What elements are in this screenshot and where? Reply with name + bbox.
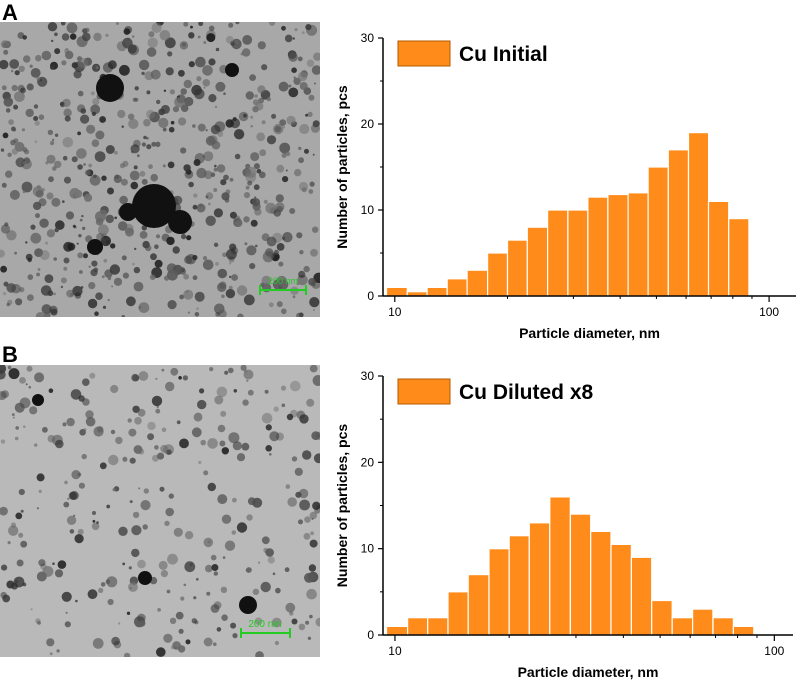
- y-axis-label-a: Number of particles, pcs: [334, 85, 350, 249]
- histogram-b-bar: [732, 625, 755, 636]
- histogram-a-bar: [587, 196, 609, 297]
- histogram-b-bar: [427, 617, 449, 636]
- legend-swatch-b: [397, 378, 451, 405]
- y-tick-label-a: 20: [361, 117, 375, 131]
- histogram-b-bar: [508, 535, 530, 636]
- x-tick-label-a: 10: [388, 305, 402, 319]
- x-axis-label-b: Particle diameter, nm: [518, 664, 659, 680]
- histogram-b-bar: [569, 513, 592, 636]
- histogram-a-bar: [687, 132, 710, 297]
- legend-label-b: Cu Diluted x8: [459, 381, 594, 404]
- histogram-a-bar: [426, 286, 448, 297]
- tem-micrograph-b: 200 nm: [0, 365, 320, 657]
- scale-bar-a: 200 nm: [259, 276, 307, 295]
- histogram-b-bar: [447, 591, 469, 636]
- histogram-a-bar: [607, 193, 629, 297]
- histogram-b-bar: [407, 617, 429, 636]
- panel-letter-a: A: [2, 0, 18, 25]
- y-tick-label-a: 10: [361, 203, 375, 217]
- x-tick-label-a: 100: [759, 305, 779, 319]
- histogram-b-bar: [549, 496, 571, 636]
- y-axis-label-b: Number of particles, pcs: [334, 424, 350, 588]
- y-tick-label-b: 0: [367, 628, 374, 642]
- x-tick-label-b: 100: [764, 644, 784, 658]
- histogram-a-bar: [446, 278, 468, 297]
- histogram-b-bar: [671, 617, 694, 636]
- panel-letter-b: B: [2, 342, 18, 367]
- particles-b: [0, 365, 320, 657]
- y-tick-label-b: 20: [361, 455, 375, 469]
- histogram-b-bar: [712, 617, 734, 636]
- histogram-a-bar: [567, 209, 589, 297]
- histogram-a-bar: [466, 269, 489, 297]
- histogram-a-bar: [627, 192, 649, 297]
- histogram-a-bar: [506, 239, 528, 297]
- x-axis-label-a: Particle diameter, nm: [519, 325, 660, 341]
- histogram-b-bar: [651, 599, 673, 636]
- histogram-b-bar: [691, 608, 714, 636]
- histogram-b-bar: [528, 522, 551, 636]
- histogram-a-bar: [728, 218, 750, 297]
- histogram-a-bar: [647, 166, 669, 297]
- histogram-b-bar: [610, 543, 632, 636]
- scale-bar-b: 200 nm: [240, 619, 291, 638]
- histogram-b-bar: [488, 548, 510, 636]
- legend-label-a: Cu Initial: [459, 43, 548, 66]
- histogram-b-bar: [590, 530, 612, 636]
- histogram-a-bar: [707, 200, 730, 297]
- histogram-b-bar: [467, 573, 490, 636]
- scale-bar-label-b: 200 nm: [248, 619, 281, 630]
- scale-bar-label-a: 200 nm: [268, 276, 298, 286]
- y-tick-label-b: 30: [361, 369, 375, 383]
- particles-a: [0, 22, 320, 317]
- y-tick-label-a: 0: [367, 289, 374, 303]
- tem-micrograph-a: 200 nm: [0, 22, 320, 317]
- histogram-a-bar: [667, 149, 690, 297]
- y-tick-label-b: 10: [361, 542, 375, 556]
- y-tick-label-a: 30: [361, 31, 375, 45]
- histogram-b-bar: [630, 556, 653, 636]
- legend-swatch-a: [397, 40, 451, 67]
- histogram-a-bar: [385, 286, 408, 297]
- x-tick-label-b: 10: [388, 644, 402, 658]
- histogram-a-bar: [526, 226, 549, 297]
- histogram-b-bar: [385, 625, 409, 636]
- histogram-a-bar: [546, 209, 569, 297]
- histogram-a-bar: [487, 252, 509, 297]
